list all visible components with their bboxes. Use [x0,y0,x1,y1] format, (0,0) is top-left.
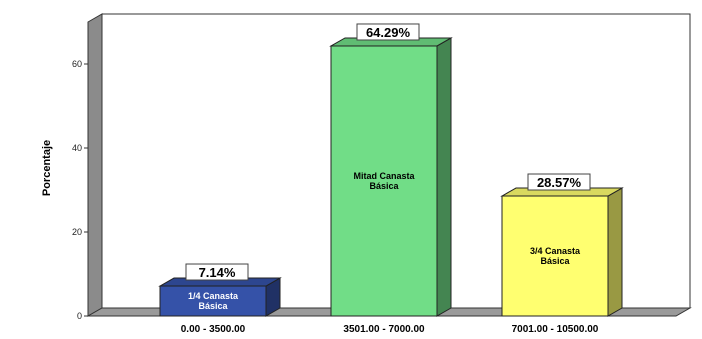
data-label: 28.57% [537,175,582,190]
bar-category-label: Básica [198,301,228,311]
data-label-box [356,23,420,41]
x-tick-label: 0.00 - 3500.00 [181,324,246,335]
data-label-box [527,173,591,191]
bar-category-label: Mitad Canasta [353,171,415,181]
data-label-box [185,263,249,281]
bar [501,195,609,317]
x-tick-label: 3501.00 - 7000.00 [343,324,425,335]
y-axis-ticks: 0 20 40 60 [72,59,88,321]
bar [330,45,438,317]
y-axis-title: Porcentaje [41,140,53,196]
left-wall [87,13,103,317]
bar-category-label: 1/4 Canasta [188,291,239,301]
y-tick-label: 20 [72,227,82,237]
bar [159,285,267,317]
data-label: 7.14% [199,265,236,280]
x-tick-label: 7001.00 - 10500.00 [512,324,599,335]
y-tick-label: 40 [72,143,82,153]
bar-category-label: Básica [369,181,399,191]
y-tick-label: 60 [72,59,82,69]
bar-category-label: Básica [540,256,570,266]
x-axis-categories: 0.00 - 3500.00 3501.00 - 7000.00 7001.00 -… [181,324,599,335]
data-label: 64.29% [366,25,411,40]
y-tick-label: 0 [77,311,82,321]
bar-category-label: 3/4 Canasta [530,246,581,256]
bar-side [607,187,623,317]
bar-side [436,37,452,317]
